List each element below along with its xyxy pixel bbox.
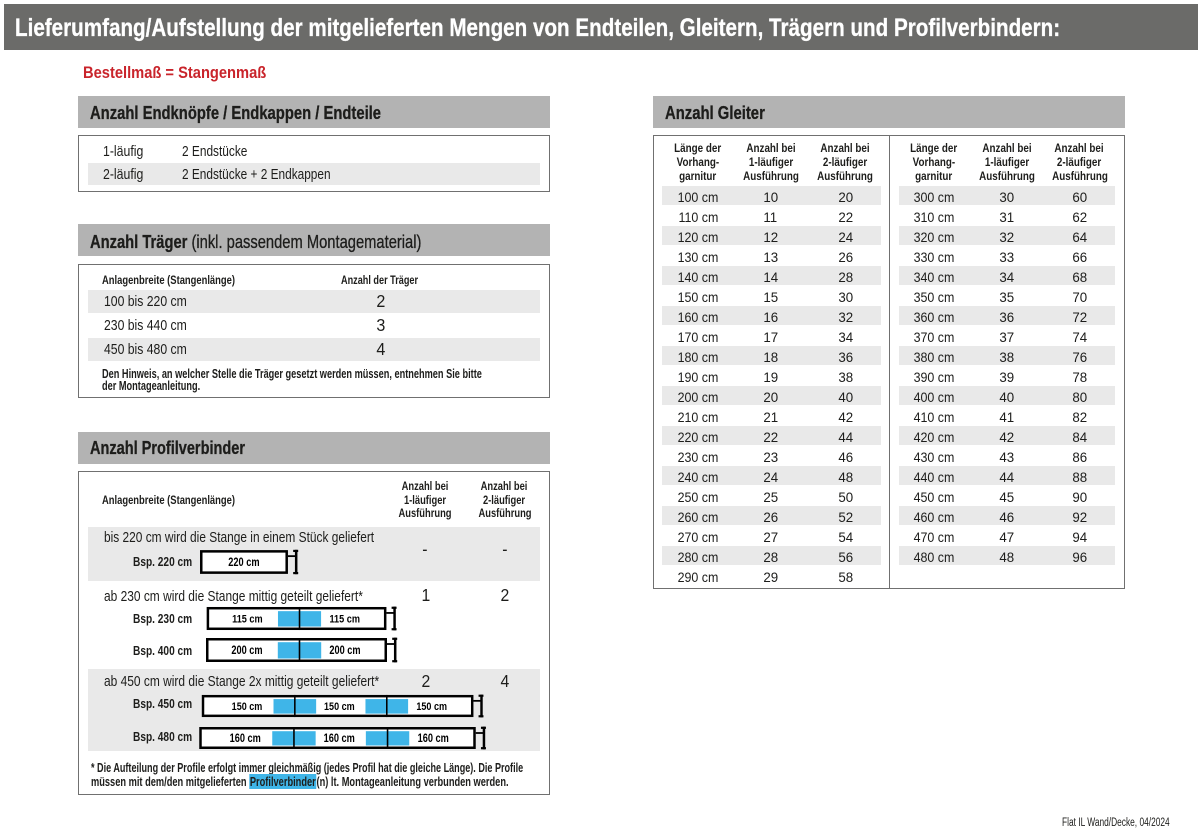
svg-text:220 cm: 220 cm bbox=[228, 557, 259, 569]
svg-text:150 cm: 150 cm bbox=[324, 700, 355, 712]
svg-text:150 cm: 150 cm bbox=[416, 700, 447, 712]
svg-text:160 cm: 160 cm bbox=[418, 733, 449, 745]
svg-text:160 cm: 160 cm bbox=[324, 733, 355, 745]
svg-text:150 cm: 150 cm bbox=[232, 700, 263, 712]
svg-text:160 cm: 160 cm bbox=[230, 733, 261, 745]
svg-text:200 cm: 200 cm bbox=[329, 645, 360, 657]
svg-text:115 cm: 115 cm bbox=[329, 613, 359, 625]
svg-text:115 cm: 115 cm bbox=[232, 613, 262, 625]
svg-text:200 cm: 200 cm bbox=[231, 645, 262, 657]
